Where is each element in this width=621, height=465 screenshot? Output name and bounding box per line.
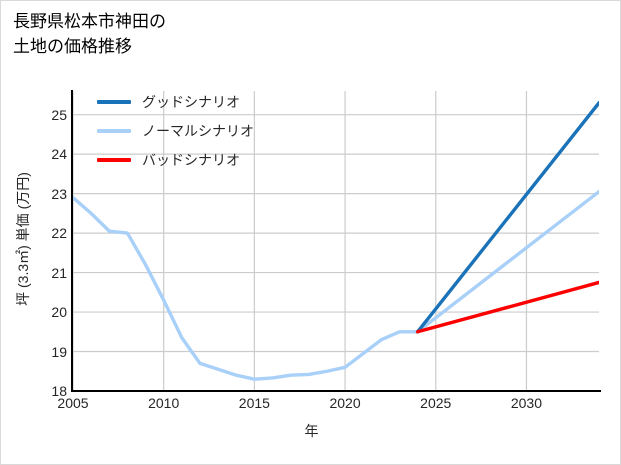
chart-title: 長野県松本市神田の 土地の価格推移 — [13, 9, 166, 59]
plot-area — [73, 91, 599, 391]
series-line — [415, 101, 599, 334]
y-axis-label: 坪 (3.3㎡) 単価 (万円) — [15, 172, 31, 306]
y-axis-tick-labels: 18 19 20 21 22 23 24 25 — [1, 1, 67, 464]
legend-item[interactable]: グッドシナリオ — [97, 93, 254, 110]
y-axis-tick-label: 25 — [51, 106, 67, 123]
legend-color-swatch — [97, 157, 131, 162]
legend-item-label: ノーマルシナリオ — [142, 122, 254, 139]
chart-title-line-1: 長野県松本市神田の — [13, 12, 166, 31]
legend-item[interactable]: ノーマルシナリオ — [97, 122, 254, 139]
series-line — [415, 280, 599, 334]
x-axis-label: 年 — [304, 423, 319, 439]
legend-color-swatch — [97, 99, 131, 104]
series-line — [73, 189, 599, 381]
y-axis-tick-label: 20 — [51, 304, 67, 321]
x-axis-line — [71, 390, 601, 392]
y-axis-tick-label: 22 — [51, 225, 67, 242]
legend-item-label: グッドシナリオ — [142, 93, 240, 110]
y-axis-tick-label: 21 — [51, 264, 67, 281]
x-axis-tick-label: 2010 — [148, 395, 180, 411]
chart-legend: グッドシナリオ ノーマルシナリオ バッドシナリオ — [97, 93, 254, 168]
x-axis-tick-label: 2020 — [329, 395, 361, 411]
y-axis-tick-label: 18 — [51, 383, 67, 399]
x-axis-tick-label: 2015 — [238, 395, 270, 411]
y-axis-tick-label: 19 — [51, 343, 67, 360]
gridlines — [73, 91, 599, 391]
y-axis-tick-label: 24 — [51, 146, 67, 163]
y-axis-line — [71, 90, 73, 392]
legend-item[interactable]: バッドシナリオ — [97, 151, 254, 168]
x-axis-tick-label: 2005 — [57, 395, 89, 411]
x-axis-tick-label: 2025 — [420, 395, 452, 411]
legend-item-label: バッドシナリオ — [142, 151, 240, 168]
chart-title-line-2: 土地の価格推移 — [13, 37, 132, 56]
chart-lines — [73, 91, 599, 391]
x-axis-tick-label: 2030 — [510, 395, 543, 411]
y-axis-tick-label: 23 — [51, 185, 67, 202]
legend-color-swatch — [97, 128, 131, 133]
